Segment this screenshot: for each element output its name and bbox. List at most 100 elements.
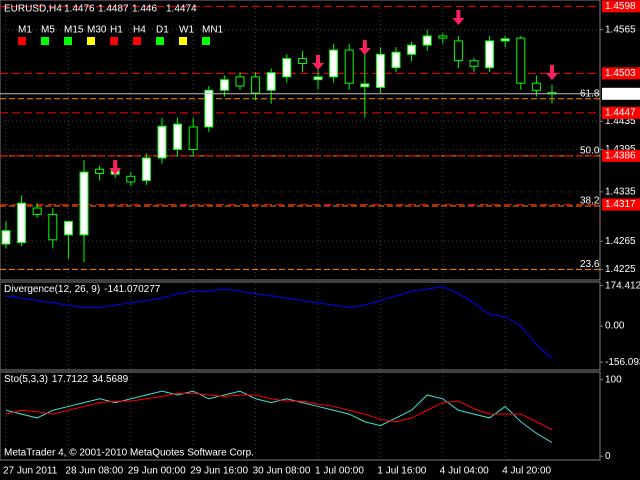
candle-body bbox=[266, 72, 276, 91]
y-tick-label: -156.093 bbox=[605, 357, 640, 368]
candle-body bbox=[141, 157, 151, 182]
level-box bbox=[602, 149, 640, 162]
level-label: 1.4447 bbox=[605, 107, 636, 118]
candle-body bbox=[251, 76, 261, 94]
candle-body bbox=[282, 58, 292, 78]
timeframe-button[interactable]: H1 bbox=[110, 25, 123, 36]
timeframe-indicator bbox=[110, 37, 118, 45]
timeframe-button[interactable]: D1 bbox=[156, 25, 169, 36]
timeframe-button[interactable]: MN1 bbox=[202, 25, 224, 36]
level-box bbox=[602, 67, 640, 80]
candle-body bbox=[219, 79, 229, 91]
candle-body bbox=[297, 58, 307, 64]
candle-body bbox=[531, 82, 541, 91]
indicator-line bbox=[5, 286, 553, 360]
level-label: 1.4317 bbox=[605, 199, 636, 210]
y-tick-label: 0 bbox=[605, 451, 611, 462]
indicator-title: Sto(5,3,3) 17.7122 34.5689 bbox=[4, 374, 129, 385]
signal-arrow bbox=[358, 40, 371, 55]
candle-body bbox=[63, 220, 73, 236]
indicator-value: Divergence(12, 26, 9) bbox=[4, 284, 100, 295]
indicator-line bbox=[5, 392, 553, 431]
level-label: 1.4503 bbox=[605, 68, 636, 79]
y-tick-label: 1.4435 bbox=[605, 116, 636, 127]
y-tick-label: 1.4265 bbox=[605, 236, 636, 247]
candle-body bbox=[188, 126, 198, 151]
level-label: 1.4386 bbox=[605, 151, 636, 162]
candle-body bbox=[438, 35, 448, 39]
candle-body bbox=[95, 168, 105, 175]
level-box bbox=[602, 106, 640, 119]
candle-body bbox=[1, 230, 11, 245]
ohlc-value: 1.446 bbox=[132, 4, 157, 15]
timeframe-indicator bbox=[156, 37, 164, 45]
panel-border bbox=[0, 0, 601, 281]
signal-arrow bbox=[452, 10, 465, 25]
ohlc-value: 1.4476 bbox=[64, 4, 95, 15]
candle-body bbox=[173, 123, 183, 151]
x-tick-label: 29 Jun 00:00 bbox=[128, 466, 186, 477]
candle-body bbox=[204, 89, 214, 128]
indicator-value: 17.7122 bbox=[52, 374, 89, 385]
y-tick-label: 1.4395 bbox=[605, 144, 636, 155]
timeframe-button[interactable]: W1 bbox=[179, 25, 194, 36]
timeframe-indicator bbox=[41, 37, 49, 45]
y-tick-label: 174.4129 bbox=[605, 280, 640, 291]
x-tick-label: 29 Jun 16:00 bbox=[190, 466, 248, 477]
timeframe-button[interactable]: M30 bbox=[87, 25, 107, 36]
level-label: 1.4598 bbox=[605, 1, 636, 12]
signal-arrow bbox=[109, 160, 122, 175]
timeframe-indicator bbox=[133, 37, 141, 45]
signal-arrows bbox=[109, 10, 558, 175]
level-box bbox=[602, 198, 640, 211]
signal-arrow bbox=[312, 55, 324, 70]
bid-box bbox=[602, 87, 640, 100]
candle-body bbox=[313, 76, 323, 81]
candle-body bbox=[329, 49, 339, 78]
timeframe-button[interactable]: M15 bbox=[64, 25, 84, 36]
fib-label: 38.2 bbox=[580, 196, 600, 207]
candle-body bbox=[469, 60, 479, 67]
y-tick-label: 1.4565 bbox=[605, 24, 636, 35]
signal-arrow bbox=[546, 65, 558, 80]
x-tick-label: 30 Jun 08:00 bbox=[253, 466, 311, 477]
timeframe-button[interactable]: M5 bbox=[41, 25, 55, 36]
candle-body bbox=[360, 83, 370, 88]
candle-body bbox=[48, 213, 58, 241]
candle-body bbox=[453, 40, 463, 62]
x-tick-label: 1 Jul 00:00 bbox=[315, 466, 364, 477]
y-tick-label: 1.4335 bbox=[605, 186, 636, 197]
symbol: EURUSD,H4 bbox=[4, 4, 62, 15]
candle-body bbox=[391, 51, 401, 69]
panel-border bbox=[0, 371, 601, 461]
timeframe-button[interactable]: H4 bbox=[133, 25, 146, 36]
candle-body bbox=[344, 49, 354, 84]
timeframe-button[interactable]: M1 bbox=[18, 25, 32, 36]
timeframe-indicator bbox=[202, 37, 210, 45]
indicator-title: Divergence(12, 26, 9) -141.070277 bbox=[4, 284, 161, 295]
candle-body bbox=[500, 38, 510, 42]
candle-body bbox=[422, 35, 432, 46]
x-tick-label: 4 Jul 20:00 bbox=[502, 466, 551, 477]
indicator-value: -141.070277 bbox=[104, 284, 161, 295]
timeframe-indicator bbox=[179, 37, 187, 45]
indicator-value: Sto(5,3,3) bbox=[4, 374, 48, 385]
fib-label: 50.0 bbox=[580, 146, 600, 157]
candle-body bbox=[126, 175, 136, 183]
fib-label: 23.6 bbox=[580, 259, 600, 270]
y-tick-label: 0.00 bbox=[605, 321, 625, 332]
x-tick-label: 28 Jun 08:00 bbox=[65, 466, 123, 477]
ohlc-value: 1.4474 bbox=[166, 4, 197, 15]
timeframe-indicator bbox=[87, 37, 95, 45]
candle-body bbox=[375, 53, 385, 88]
x-tick-label: 1 Jul 16:00 bbox=[377, 466, 426, 477]
y-tick-label: 100 bbox=[605, 374, 622, 385]
y-tick-label: 1.4225 bbox=[605, 264, 636, 275]
candle-body bbox=[79, 171, 89, 236]
x-tick-label: 27 Jun 2011 bbox=[3, 466, 58, 477]
candle-body bbox=[516, 37, 526, 84]
candle-body bbox=[17, 202, 27, 244]
candle-body bbox=[407, 44, 417, 55]
